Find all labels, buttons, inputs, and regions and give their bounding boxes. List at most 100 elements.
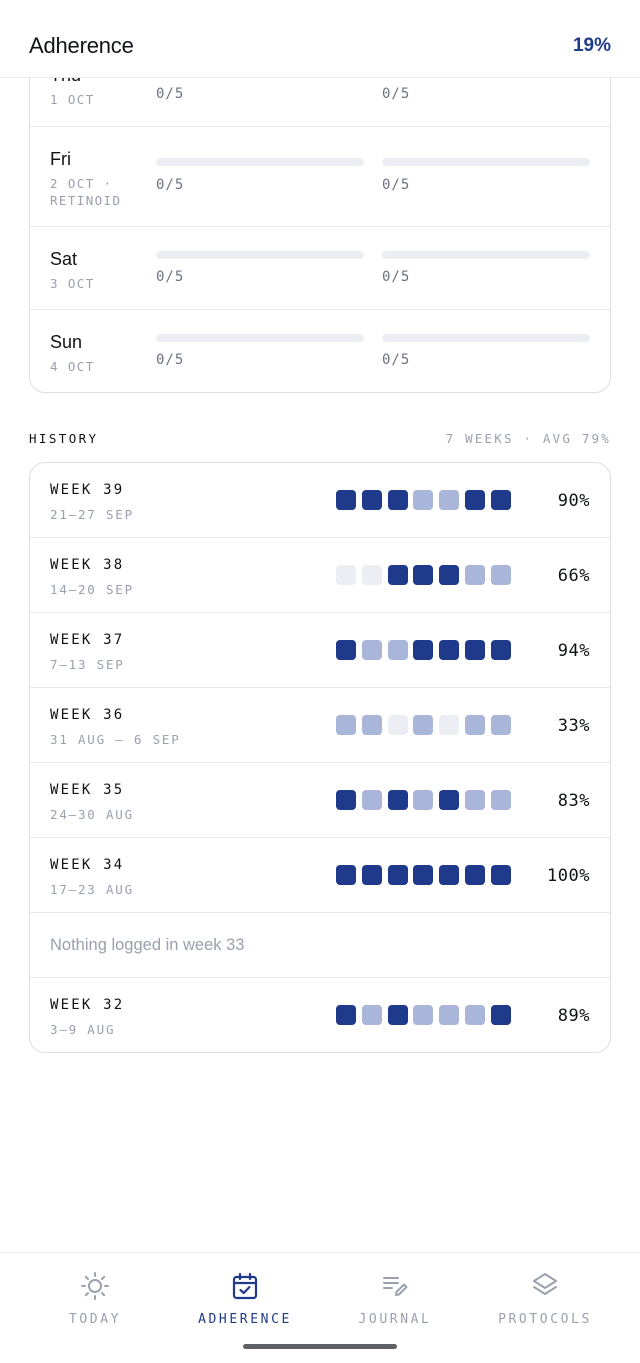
week-percent: 90% (557, 491, 590, 511)
day-square (336, 790, 356, 810)
day-row-sat[interactable]: Sat 3 OCT 0/5 0/5 (30, 227, 610, 310)
day-list-card: Thu 1 OCT 0/5 0/5 Fri 2 OCT · RETINOID 0… (29, 40, 611, 393)
nav-tab-adherence[interactable]: ADHERENCE (170, 1253, 320, 1343)
day-square (465, 640, 485, 660)
day-progress-pm: 0/5 (382, 177, 411, 193)
week-date-range: 17–23 AUG (50, 882, 134, 897)
day-square (336, 1005, 356, 1025)
home-indicator[interactable] (243, 1344, 397, 1349)
nav-tab-journal[interactable]: JOURNAL (320, 1253, 470, 1343)
day-progress-pm: 0/5 (382, 86, 411, 102)
day-square (387, 865, 408, 885)
day-date: 3 OCT (50, 276, 95, 291)
day-square (387, 565, 408, 585)
week-date-range: 14–20 SEP (50, 582, 134, 597)
nav-label: PROTOCOLS (498, 1312, 592, 1327)
day-square (336, 640, 356, 660)
day-progress-bar-pm (382, 334, 590, 342)
day-square (439, 865, 460, 885)
bottom-nav: TODAY ADHERENCE JOURNAL PROTOCOLS (0, 1252, 640, 1363)
day-square (336, 865, 356, 885)
layers-icon (533, 1273, 557, 1295)
day-square (387, 1005, 408, 1025)
day-row-fri[interactable]: Fri 2 OCT · RETINOID 0/5 0/5 (30, 127, 610, 227)
history-summary: 7 WEEKS · AVG 79% (445, 431, 611, 446)
day-progress-am: 0/5 (156, 86, 185, 102)
week-percent: 83% (557, 791, 590, 811)
day-square (387, 490, 408, 510)
day-progress-bar-pm (382, 251, 590, 259)
day-square (465, 565, 485, 585)
week-date-range: 21–27 SEP (50, 507, 134, 522)
nav-tab-today[interactable]: TODAY (20, 1253, 170, 1343)
day-square (465, 490, 485, 510)
overall-adherence-percent: 19% (572, 35, 611, 56)
day-square (361, 865, 382, 885)
day-progress-pm: 0/5 (382, 269, 411, 285)
day-name: Sat (50, 249, 78, 269)
week-date-range: 3–9 AUG (50, 1022, 116, 1037)
day-square (361, 490, 382, 510)
week-date-range: 24–30 AUG (50, 807, 134, 822)
week-percent: 66% (557, 566, 590, 586)
nav-label: ADHERENCE (198, 1312, 292, 1327)
day-square (387, 715, 408, 735)
day-square (490, 565, 511, 585)
day-square (439, 490, 460, 510)
day-square (413, 790, 434, 810)
day-square (439, 565, 460, 585)
day-square (387, 790, 408, 810)
day-square (439, 1005, 460, 1025)
day-progress-am: 0/5 (156, 269, 185, 285)
nav-tab-protocols[interactable]: PROTOCOLS (470, 1253, 620, 1343)
week-percent: 33% (557, 716, 590, 736)
day-square (336, 490, 356, 510)
day-row-sun[interactable]: Sun 4 OCT 0/5 0/5 (30, 310, 610, 392)
day-square (490, 790, 511, 810)
day-square (490, 490, 511, 510)
day-square (361, 790, 382, 810)
week-label: WEEK 37 (50, 632, 125, 648)
day-progress-bar-pm (382, 158, 590, 166)
week-row[interactable]: WEEK 35 24–30 AUG 83% (30, 763, 610, 838)
day-square (413, 640, 434, 660)
day-square (336, 715, 356, 735)
day-square (490, 715, 511, 735)
day-square (465, 790, 485, 810)
day-name: Fri (50, 149, 71, 169)
week-row[interactable]: WEEK 34 17–23 AUG 100% (30, 838, 610, 913)
day-date: 2 OCT · RETINOID (50, 176, 122, 208)
week-label: WEEK 32 (50, 997, 125, 1013)
week-row[interactable]: WEEK 38 14–20 SEP 66% (30, 538, 610, 613)
week-row[interactable]: WEEK 37 7–13 SEP 94% (30, 613, 610, 688)
nav-label: TODAY (68, 1312, 122, 1327)
week-label: WEEK 35 (50, 782, 125, 798)
day-square (490, 1005, 511, 1025)
history-card: WEEK 39 21–27 SEP 90% WEEK 38 14–20 SEP … (29, 462, 611, 1053)
day-square (387, 640, 408, 660)
app-header: Adherence 19% (0, 0, 640, 78)
week-date-range: 7–13 SEP (50, 657, 125, 672)
week-label: WEEK 39 (50, 482, 125, 498)
day-square (490, 865, 511, 885)
day-progress-bar-am (156, 334, 364, 342)
nav-label: JOURNAL (358, 1312, 432, 1327)
day-name: Sun (50, 332, 83, 352)
day-square (465, 1005, 485, 1025)
day-square (336, 565, 356, 585)
empty-week-message: Nothing logged in week 33 (50, 936, 245, 954)
day-square (490, 640, 511, 660)
day-square (413, 565, 434, 585)
day-date: 1 OCT (50, 92, 95, 107)
week-percent: 94% (557, 641, 590, 661)
calendar-check-icon (232, 1272, 258, 1300)
week-row[interactable]: WEEK 39 21–27 SEP 90% (30, 463, 610, 538)
day-square (413, 1005, 434, 1025)
day-square (361, 715, 382, 735)
day-square (361, 565, 382, 585)
day-square (439, 640, 460, 660)
week-row[interactable]: WEEK 36 31 AUG – 6 SEP 33% (30, 688, 610, 763)
week-label: WEEK 38 (50, 557, 125, 573)
week-row[interactable]: WEEK 32 3–9 AUG 89% (30, 978, 610, 1052)
history-section-label: HISTORY (29, 431, 99, 446)
